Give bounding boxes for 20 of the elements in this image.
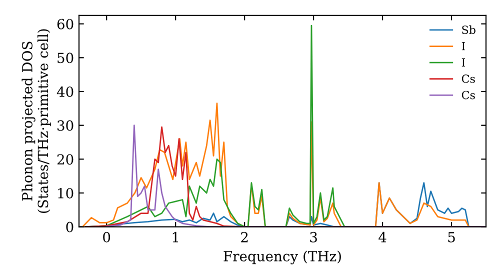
x-tick-label: 1 bbox=[172, 232, 178, 242]
y-tick-label: 10 bbox=[58, 188, 74, 198]
y-tick-label: 50 bbox=[58, 52, 74, 64]
legend-label: Cs bbox=[462, 74, 475, 83]
legend-label: Sb bbox=[462, 25, 476, 34]
y-tick-label: 60 bbox=[57, 18, 74, 30]
x-tick-label: 2 bbox=[241, 232, 248, 242]
legend-label: I bbox=[462, 42, 466, 50]
y-tick-label: 20 bbox=[57, 154, 74, 165]
y-axis-title: Phonon projected DOS (States/THz·primitive cell) bbox=[22, 29, 51, 213]
y-tick-label: 40 bbox=[56, 86, 74, 97]
y-tick-label: 30 bbox=[58, 120, 74, 131]
x-tick-label: 5 bbox=[448, 232, 455, 242]
legend-label: I bbox=[462, 58, 466, 66]
x-axis-title: Frequency (THz) bbox=[224, 250, 341, 264]
y-tick-label: 0 bbox=[66, 222, 74, 232]
x-tick-label: 4 bbox=[378, 232, 386, 242]
x-tick-label: 0 bbox=[103, 232, 110, 242]
legend-label: Cs bbox=[462, 90, 475, 100]
x-tick-label: 3 bbox=[310, 232, 317, 242]
